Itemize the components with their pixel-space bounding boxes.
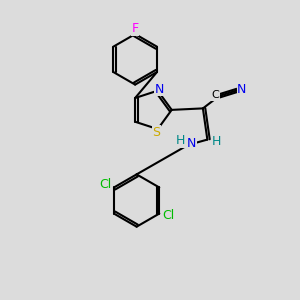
Text: Cl: Cl — [100, 178, 112, 191]
Text: H: H — [212, 135, 221, 148]
Text: N: N — [154, 83, 164, 96]
Text: N: N — [187, 137, 196, 150]
Text: F: F — [132, 22, 139, 35]
Text: C: C — [212, 90, 220, 100]
Text: Cl: Cl — [163, 208, 175, 222]
Text: N: N — [237, 83, 247, 97]
Text: H: H — [176, 134, 185, 147]
Text: S: S — [152, 126, 160, 139]
